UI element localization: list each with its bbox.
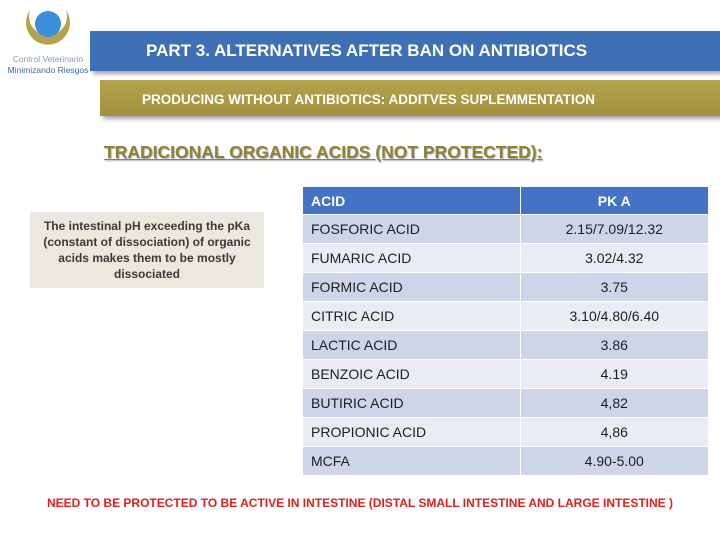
pka-value-cell: 4,82: [520, 388, 710, 418]
table-row: CITRIC ACID 3.10/4.80/6.40: [303, 301, 710, 331]
note-box: The intestinal pH exceeding the pKa (con…: [30, 212, 264, 288]
table-row: FOSFORIC ACID 2.15/7.09/12.32: [303, 214, 710, 244]
table-row: BUTIRIC ACID 4,82: [303, 388, 710, 418]
table-header-row: ACID PK A: [303, 187, 710, 215]
acid-name-cell: LACTIC ACID: [303, 330, 521, 360]
table-row: FORMIC ACID 3.75: [303, 272, 710, 302]
table-row: PROPIONIC ACID 4,86: [303, 417, 710, 447]
table-row: MCFA 4.90-5.00: [303, 446, 710, 475]
table-row: BENZOIC ACID 4.19: [303, 359, 710, 389]
logo-line-1: Control Veterinario: [12, 54, 84, 64]
logo-emblem-icon: [26, 10, 71, 45]
table-row: LACTIC ACID 3.86: [303, 330, 710, 360]
acid-name-cell: FUMARIC ACID: [303, 243, 521, 273]
table-row: FUMARIC ACID 3.02/4.32: [303, 243, 710, 273]
acid-name-cell: PROPIONIC ACID: [303, 417, 521, 447]
column-header-pka: PK A: [520, 187, 710, 215]
pka-value-cell: 4,86: [520, 417, 710, 447]
page-subtitle: PRODUCING WITHOUT ANTIBIOTICS: ADDITVES …: [100, 80, 720, 116]
column-header-acid: ACID: [303, 187, 521, 215]
pka-value-cell: 3.02/4.32: [520, 243, 710, 273]
acid-name-cell: BENZOIC ACID: [303, 359, 521, 389]
pka-value-cell: 4.19: [520, 359, 710, 389]
pka-value-cell: 3.75: [520, 272, 710, 302]
pka-value-cell: 3.10/4.80/6.40: [520, 301, 710, 331]
pka-value-cell: 3.86: [520, 330, 710, 360]
acid-name-cell: FORMIC ACID: [303, 272, 521, 302]
page-title: PART 3. ALTERNATIVES AFTER BAN ON ANTIBI…: [90, 31, 720, 71]
acid-name-cell: FOSFORIC ACID: [303, 214, 521, 244]
acid-pka-table: ACID PK A FOSFORIC ACID 2.15/7.09/12.32 …: [303, 187, 710, 475]
logo: Control Veterinario Minimizando Riesgos: [4, 2, 94, 78]
pka-value-cell: 2.15/7.09/12.32: [520, 214, 710, 244]
acid-name-cell: CITRIC ACID: [303, 301, 521, 331]
pka-value-cell: 4.90-5.00: [520, 446, 710, 475]
acid-name-cell: BUTIRIC ACID: [303, 388, 521, 418]
logo-line-2: Minimizando Riesgos: [7, 65, 89, 75]
section-title: TRADICIONAL ORGANIC ACIDS (NOT PROTECTED…: [104, 142, 543, 162]
footer-warning: NEED TO BE PROTECTED TO BE ACTIVE IN INT…: [46, 496, 674, 510]
acid-name-cell: MCFA: [303, 446, 521, 475]
